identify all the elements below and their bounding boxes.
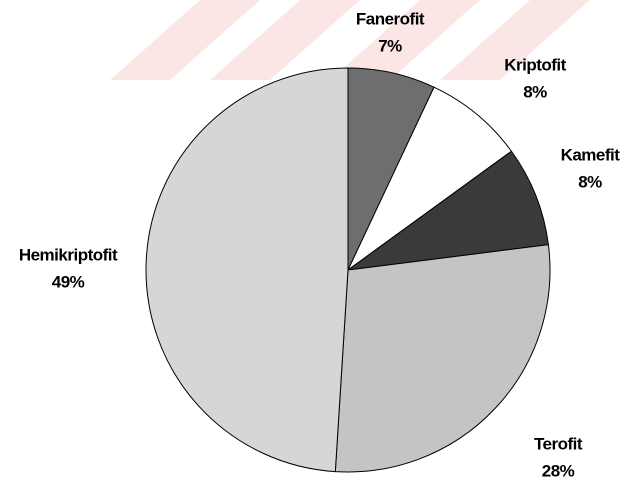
slice-value-label: 8%: [578, 172, 602, 191]
pie-slice: [347, 86, 513, 271]
slice-value-label: 8%: [523, 82, 547, 101]
pie-slice: [334, 244, 551, 473]
slice-label: Fanerofit: [356, 9, 425, 28]
labels: Fanerofit 7% Kriptofit 8% Kamefit 8% Terofit 28…: [19, 9, 621, 480]
slice-label: Kamefit: [561, 145, 621, 164]
pie-slice: [347, 150, 549, 271]
watermark: [110, 0, 590, 80]
slice-label: Hemikriptofit: [19, 245, 118, 264]
slice-label: Kriptofit: [504, 55, 566, 74]
slice-value-label: 28%: [542, 461, 575, 480]
pie-slice: [145, 67, 349, 473]
slice-value-label: 7%: [378, 36, 402, 55]
pie: [145, 67, 551, 473]
slice-value-label: 49%: [52, 272, 85, 291]
slice-label: Terofit: [534, 434, 583, 453]
